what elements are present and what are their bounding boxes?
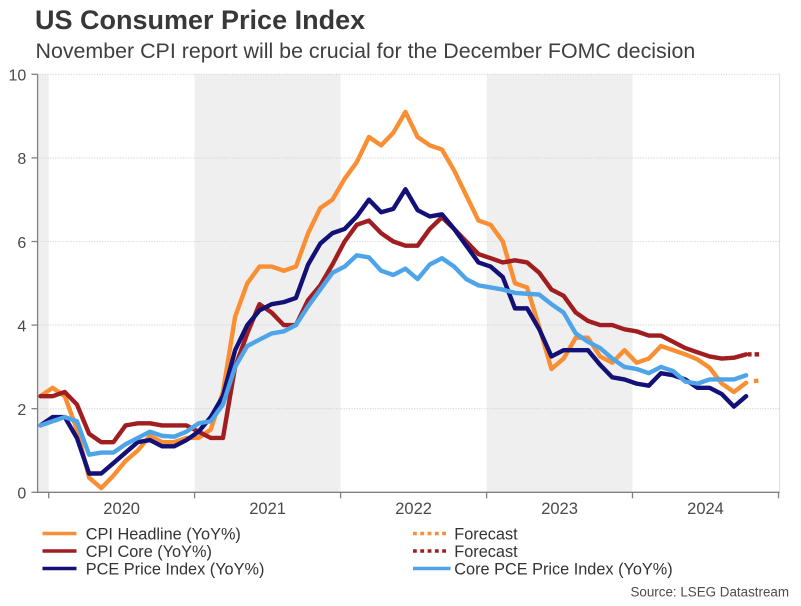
svg-text:CPI Core (YoY%): CPI Core (YoY%) [86,543,212,561]
svg-text:2024: 2024 [687,500,724,518]
svg-text:10: 10 [9,68,27,85]
svg-text:US Consumer Price Index: US Consumer Price Index [35,5,365,35]
svg-text:2021: 2021 [249,500,286,518]
svg-text:0: 0 [17,486,26,503]
svg-text:Source: LSEG Datastream: Source: LSEG Datastream [630,584,789,599]
svg-text:2020: 2020 [103,500,140,518]
svg-text:4: 4 [17,318,26,335]
svg-text:Forecast: Forecast [454,543,518,561]
svg-text:Core PCE Price Index (YoY%): Core PCE Price Index (YoY%) [454,560,672,578]
svg-text:Forecast: Forecast [454,525,518,543]
svg-text:8: 8 [17,151,26,168]
svg-text:6: 6 [17,235,26,252]
svg-text:PCE Price Index (YoY%): PCE Price Index (YoY%) [86,560,265,578]
svg-text:2022: 2022 [395,500,432,518]
svg-text:2023: 2023 [541,500,578,518]
svg-text:2: 2 [17,402,26,419]
svg-text:CPI Headline (YoY%): CPI Headline (YoY%) [86,525,241,543]
svg-text:November CPI report will be cr: November CPI report will be crucial for … [36,39,696,63]
